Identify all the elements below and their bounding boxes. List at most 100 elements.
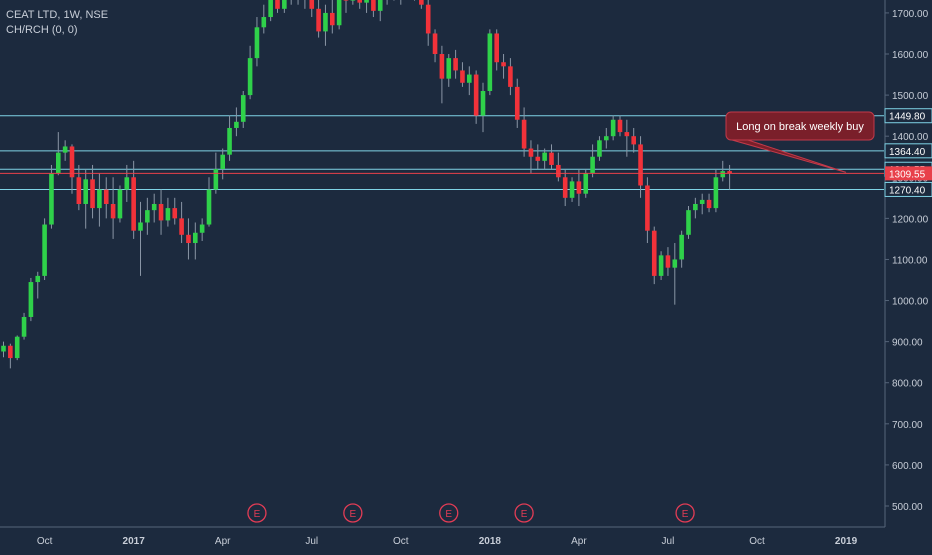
candle-body[interactable] — [268, 0, 273, 18]
candle-body[interactable] — [569, 181, 575, 198]
symbol-title[interactable]: CEAT LTD, 1W, NSE — [6, 9, 109, 21]
candle-body[interactable] — [556, 164, 561, 178]
candle-body[interactable] — [371, 0, 376, 11]
candle-body[interactable] — [76, 177, 82, 204]
candle-body[interactable] — [343, 0, 349, 1]
candle-body[interactable] — [693, 203, 698, 211]
candle-body[interactable] — [542, 152, 547, 161]
candle-body[interactable] — [590, 156, 595, 174]
candle-body[interactable] — [227, 127, 232, 155]
candle-body[interactable] — [323, 12, 328, 32]
candle-body[interactable] — [90, 179, 95, 209]
candle-body[interactable] — [117, 189, 123, 219]
candle-body[interactable] — [549, 152, 554, 165]
candle-body[interactable] — [56, 152, 61, 174]
candle-body[interactable] — [576, 181, 582, 194]
candle-body[interactable] — [651, 230, 657, 276]
candle-body[interactable] — [364, 0, 369, 3]
candle-body[interactable] — [487, 33, 493, 91]
earnings-icon[interactable] — [247, 503, 267, 523]
candle-body[interactable] — [508, 66, 513, 87]
candle-body[interactable] — [275, 0, 280, 9]
candle-body[interactable] — [727, 171, 732, 174]
candle-body[interactable] — [172, 208, 178, 219]
candle-body[interactable] — [631, 136, 636, 145]
candle-body[interactable] — [610, 119, 616, 137]
candle-body[interactable] — [97, 189, 102, 209]
candle-body[interactable] — [1, 345, 6, 352]
candle-body[interactable] — [35, 275, 41, 283]
candle-body[interactable] — [501, 62, 506, 67]
candle-body[interactable] — [583, 173, 589, 194]
candle-body[interactable] — [357, 0, 362, 3]
candle-body[interactable] — [665, 255, 671, 268]
candle-body[interactable] — [638, 144, 643, 186]
earnings-icon[interactable] — [675, 503, 695, 523]
candle-body[interactable] — [679, 234, 684, 260]
candle-body[interactable] — [425, 4, 431, 34]
earnings-icon[interactable] — [439, 503, 459, 523]
candle-body[interactable] — [240, 95, 246, 122]
candle-body[interactable] — [699, 199, 705, 204]
candle-body[interactable] — [309, 0, 315, 9]
candle-body[interactable] — [165, 208, 171, 221]
candle-body[interactable] — [316, 8, 321, 32]
candle-body[interactable] — [432, 33, 438, 55]
candle-body[interactable] — [14, 336, 20, 359]
candle-body[interactable] — [145, 210, 150, 223]
candle-body[interactable] — [473, 74, 479, 116]
candle-body[interactable] — [446, 58, 452, 79]
candle-body[interactable] — [494, 33, 499, 63]
candle-body[interactable] — [261, 17, 267, 28]
candle-body[interactable] — [131, 177, 136, 231]
candle-body[interactable] — [124, 177, 130, 190]
candle-body[interactable] — [151, 203, 157, 211]
candle-body[interactable] — [521, 119, 527, 149]
candle-body[interactable] — [480, 90, 486, 116]
candle-body[interactable] — [350, 0, 356, 1]
candle-body[interactable] — [535, 156, 541, 161]
candle-body[interactable] — [672, 259, 678, 268]
candle-body[interactable] — [528, 148, 534, 157]
candle-body[interactable] — [186, 234, 191, 244]
candle-body[interactable] — [21, 316, 27, 337]
candle-body[interactable] — [419, 0, 424, 5]
candle-body[interactable] — [439, 54, 445, 79]
candle-body[interactable] — [377, 0, 383, 11]
candle-body[interactable] — [467, 74, 472, 83]
candle-body[interactable] — [138, 222, 143, 231]
indicator-title[interactable]: CH/RCH (0, 0) — [6, 24, 78, 36]
candle-body[interactable] — [713, 177, 719, 209]
candle-body[interactable] — [686, 210, 691, 235]
candle-body[interactable] — [460, 70, 465, 83]
candle-body[interactable] — [199, 224, 205, 233]
candle-body[interactable] — [206, 189, 212, 225]
candle-body[interactable] — [247, 58, 253, 96]
candle-body[interactable] — [83, 179, 88, 204]
candle-body[interactable] — [330, 12, 335, 26]
candle-body[interactable] — [617, 119, 623, 133]
earnings-icon[interactable] — [514, 503, 534, 523]
candle-body[interactable] — [234, 121, 239, 128]
candle-body[interactable] — [282, 0, 287, 9]
candle-body[interactable] — [597, 140, 602, 157]
candle-body[interactable] — [179, 218, 184, 235]
candle-body[interactable] — [720, 171, 726, 178]
candle-body[interactable] — [254, 27, 260, 59]
candle-body[interactable] — [706, 199, 712, 209]
candle-body[interactable] — [158, 203, 164, 221]
candle-body[interactable] — [658, 255, 664, 276]
candle-body[interactable] — [49, 173, 54, 225]
candle-body[interactable] — [514, 86, 520, 120]
candle-body[interactable] — [42, 224, 47, 276]
candle-body[interactable] — [8, 345, 13, 359]
candle-body[interactable] — [69, 146, 75, 178]
candle-body[interactable] — [103, 189, 109, 204]
candle-body[interactable] — [453, 58, 458, 71]
candle-body[interactable] — [336, 0, 342, 26]
candle-body[interactable] — [110, 203, 116, 219]
candle-body[interactable] — [562, 177, 568, 198]
candle-body[interactable] — [62, 146, 68, 153]
earnings-icon[interactable] — [343, 503, 363, 523]
